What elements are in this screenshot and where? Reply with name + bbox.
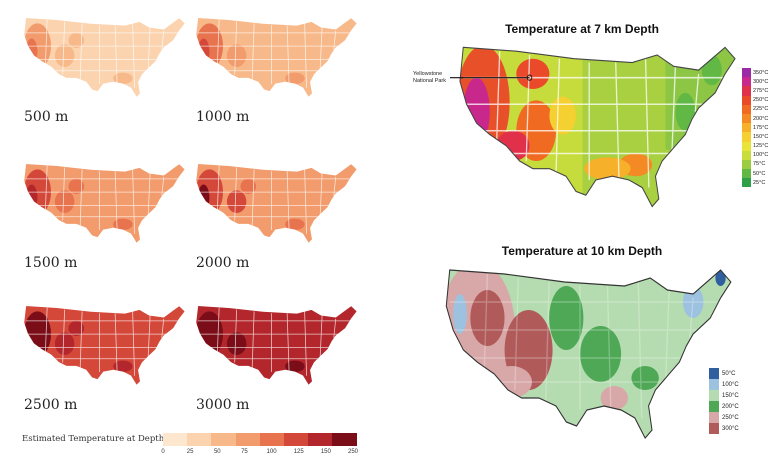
- depth-label: 1500 m: [24, 255, 78, 271]
- legend-label: 150°C: [753, 133, 769, 140]
- legend-label: 250°C: [722, 414, 739, 421]
- legend-item: 50°C: [709, 368, 739, 379]
- legend-swatch: [709, 390, 719, 401]
- yellowstone-annotation: Yellowstone National Park: [413, 71, 447, 84]
- legend-label: 300°C: [722, 425, 739, 432]
- legend-label: 50°C: [722, 370, 736, 377]
- small-map-2: [23, 163, 186, 244]
- bottom-legend-title: Estimated Temperature at Depth (°C): [22, 434, 185, 444]
- legend-item: 50°C: [742, 169, 768, 179]
- legend-swatch: [742, 123, 751, 133]
- legend-label: 150°C: [722, 392, 739, 399]
- legend-swatch: [187, 433, 212, 446]
- legend-item: 225°C: [742, 104, 769, 114]
- legend-swatch: [211, 433, 236, 446]
- legend-swatch: [742, 104, 751, 114]
- legend-tick: 250: [347, 449, 359, 455]
- legend-swatch: [742, 95, 751, 105]
- legend-item: 75°C: [742, 159, 768, 170]
- legend-swatch: [163, 433, 188, 446]
- legend-label: 200°C: [722, 403, 739, 410]
- legend-swatch: [742, 68, 751, 78]
- legend-item: 25°C: [742, 178, 768, 188]
- map-7km-title: Temperature at 7 km Depth: [505, 22, 659, 36]
- map-7km-legend: 350°C 300°C 275°C 250°C 225°C 200°C 175°C 150°C…: [742, 68, 769, 188]
- legend-item: 200°C: [742, 113, 769, 124]
- bottom-legend-bar: [163, 433, 357, 446]
- legend-tick: 75: [241, 449, 248, 455]
- legend-label: 250°C: [753, 97, 769, 104]
- legend-swatch: [742, 132, 751, 142]
- small-map-0: [23, 17, 186, 98]
- legend-item: 275°C: [742, 86, 769, 96]
- small-map-3: [195, 163, 358, 244]
- map-10km-legend: 50°C 100°C 150°C 200°C 250°C 300°C: [709, 368, 739, 434]
- depth-label: 2500 m: [24, 397, 78, 413]
- legend-item: 100°C: [742, 150, 769, 160]
- legend-swatch: [235, 433, 260, 446]
- legend-item: 300°C: [742, 77, 769, 87]
- legend-label: 300°C: [753, 78, 769, 85]
- legend-swatch: [742, 169, 751, 179]
- legend-label: 275°C: [753, 87, 769, 94]
- legend-item: 100°C: [709, 379, 739, 390]
- legend-swatch: [742, 113, 751, 124]
- legend-label: 200°C: [753, 115, 769, 122]
- legend-tick: 50: [213, 449, 221, 455]
- small-map-1: [195, 17, 358, 98]
- legend-item: 150°C: [742, 132, 769, 142]
- legend-swatch: [709, 401, 719, 412]
- legend-tick: 25: [186, 449, 194, 455]
- legend-label: 75°C: [753, 161, 766, 168]
- legend-swatch: [742, 178, 751, 188]
- bottom-legend-ticks: 0 25 50 75 100 125 150 250: [161, 449, 359, 459]
- legend-label: 175°C: [753, 124, 769, 131]
- legend-swatch: [709, 423, 719, 434]
- legend-tick: 150: [320, 449, 331, 455]
- legend-label: 100°C: [753, 152, 769, 159]
- depth-label: 1000 m: [196, 109, 250, 125]
- map-10km: [445, 269, 732, 439]
- legend-swatch: [332, 433, 357, 446]
- legend-swatch: [308, 433, 333, 446]
- legend-label: 125°C: [753, 143, 769, 150]
- legend-swatch: [742, 159, 751, 170]
- small-map-4: [23, 305, 186, 386]
- legend-item: 175°C: [742, 123, 769, 133]
- legend-item: 200°C: [709, 401, 739, 412]
- legend-tick: 0: [161, 449, 165, 455]
- legend-label: 225°C: [753, 106, 769, 113]
- legend-label: 100°C: [722, 381, 739, 388]
- legend-item: 300°C: [709, 423, 739, 434]
- legend-swatch: [742, 150, 751, 160]
- depth-label: 3000 m: [196, 397, 250, 413]
- legend-swatch: [259, 433, 284, 446]
- legend-swatch: [709, 379, 719, 390]
- legend-swatch: [709, 368, 719, 379]
- legend-swatch: [742, 77, 751, 87]
- legend-item: 150°C: [709, 390, 739, 401]
- legend-tick: 125: [293, 449, 304, 455]
- legend-item: 125°C: [742, 141, 769, 151]
- legend-swatch: [283, 433, 309, 446]
- legend-item: 350°C: [742, 68, 769, 78]
- depth-label: 2000 m: [196, 255, 250, 271]
- legend-item: 250°C: [709, 412, 739, 423]
- map-7km: [450, 46, 736, 208]
- legend-item: 250°C: [742, 95, 769, 105]
- legend-swatch: [742, 141, 751, 151]
- legend-label: 50°C: [753, 170, 766, 177]
- legend-label: 350°C: [753, 69, 769, 76]
- map-10km-title: Temperature at 10 km Depth: [501, 244, 663, 258]
- legend-tick: 100: [266, 449, 277, 455]
- legend-swatch: [742, 86, 751, 96]
- legend-label: 25°C: [753, 179, 766, 186]
- depth-label: 500 m: [24, 109, 69, 125]
- legend-swatch: [709, 412, 719, 423]
- small-map-5: [195, 305, 358, 386]
